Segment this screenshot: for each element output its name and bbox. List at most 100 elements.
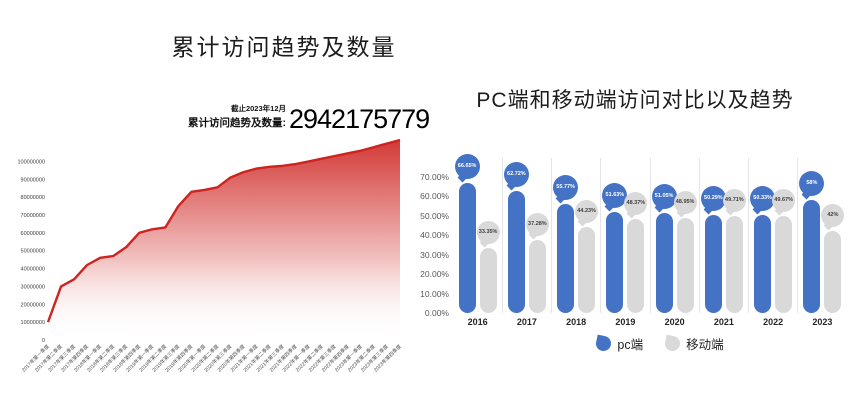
mobile-value-bubble: 48.95% bbox=[673, 190, 697, 214]
mobile-value-bubble-text: 48.37% bbox=[626, 199, 646, 206]
year-label: 2023 bbox=[812, 317, 833, 327]
pc-value-bubble: 58% bbox=[799, 170, 825, 196]
pc-bar bbox=[704, 214, 722, 313]
pc-bar bbox=[803, 199, 821, 313]
left-chart-title: 累计访问趋势及数量 bbox=[171, 34, 397, 60]
year-label: 2020 bbox=[664, 317, 685, 327]
pc-bar bbox=[655, 213, 673, 313]
right-y-tick-label: 20.00% bbox=[420, 269, 449, 279]
pc-value-bubble: 50.33% bbox=[750, 185, 776, 211]
left-y-tick-label: 70000000 bbox=[21, 213, 45, 219]
left-y-tick-label: 60000000 bbox=[21, 231, 45, 237]
left-y-tick-label: 90000000 bbox=[21, 177, 45, 183]
cumulative-area-chart: 1000000009000000080000000700000006000000… bbox=[17, 138, 403, 374]
pc-value-bubble: 62.72% bbox=[503, 161, 529, 187]
year-label: 2018 bbox=[566, 317, 587, 327]
mobile-value-bubble-text: 49.71% bbox=[725, 197, 744, 204]
year-separator bbox=[797, 158, 799, 313]
left-y-tick-label: 50000000 bbox=[21, 249, 45, 255]
pc-value-bubble-text: 55.77% bbox=[556, 184, 575, 191]
pc-value-bubble: 50.29% bbox=[700, 185, 726, 211]
mobile-bar bbox=[627, 218, 645, 313]
year-label: 2022 bbox=[763, 317, 784, 327]
left-y-tick-label: 10000000 bbox=[21, 320, 45, 326]
year-label: 2017 bbox=[516, 317, 537, 327]
year-separator bbox=[649, 158, 651, 313]
pc-bar bbox=[754, 214, 772, 313]
as-of-date: 截止2023年12月 bbox=[230, 104, 286, 113]
pc-value-bubble-text: 58% bbox=[806, 179, 818, 186]
pc-value-bubble: 51.05% bbox=[651, 184, 677, 210]
pc-bar bbox=[557, 204, 575, 313]
year-separator bbox=[698, 158, 700, 313]
pc-value-bubble-text: 50.33% bbox=[753, 194, 772, 201]
mobile-value-bubble: 33.35% bbox=[476, 220, 500, 244]
mobile-dot-icon bbox=[663, 334, 682, 353]
year-separator bbox=[551, 158, 552, 313]
pc-value-bubble: 66.65% bbox=[454, 154, 480, 180]
pc-dot-icon bbox=[594, 334, 613, 353]
mobile-value-bubble: 48.37% bbox=[624, 191, 648, 215]
left-y-tick-label: 80000000 bbox=[21, 195, 45, 201]
mobile-value-bubble-text: 33.35% bbox=[478, 228, 498, 235]
mobile-value-bubble: 37.28% bbox=[525, 213, 549, 237]
mobile-value-bubble-text: 37.28% bbox=[528, 221, 547, 228]
comparison-chart: 66.65% 33.35% 62.72% 37.28% 55.77% 44.23% 51.6… bbox=[453, 150, 847, 313]
pc-bar bbox=[458, 183, 476, 313]
year-separator bbox=[600, 158, 602, 313]
year-label: 2016 bbox=[467, 317, 488, 327]
mobile-bar bbox=[528, 240, 546, 313]
mobile-bar bbox=[775, 216, 793, 313]
pc-value-bubble: 51.63% bbox=[602, 183, 628, 209]
year-label: 2021 bbox=[713, 317, 734, 327]
mobile-bar bbox=[578, 226, 596, 313]
legend-label-mobile: 移动端 bbox=[686, 338, 724, 352]
legend-item-pc: pc端 bbox=[594, 334, 644, 353]
mobile-value-bubble: 49.71% bbox=[722, 189, 746, 213]
mobile-value-bubble-text: 44.23% bbox=[577, 207, 596, 214]
mobile-value-bubble: 49.67% bbox=[772, 189, 796, 213]
mobile-bar bbox=[479, 247, 497, 313]
legend-label-pc: pc端 bbox=[617, 338, 644, 352]
cumulative-annotation: 截止2023年12月 累计访问趋势及数量: 2942175779 bbox=[188, 103, 430, 134]
cumulative-label: 累计访问趋势及数量: bbox=[188, 117, 286, 129]
pc-value-bubble-text: 66.65% bbox=[457, 163, 477, 170]
pc-value-bubble-text: 62.72% bbox=[507, 170, 526, 177]
right-y-tick-label: 70.00% bbox=[420, 171, 449, 182]
mobile-value-bubble: 42% bbox=[821, 204, 845, 228]
mobile-value-bubble-text: 49.67% bbox=[774, 197, 793, 204]
right-y-tick-label: 50.00% bbox=[420, 210, 449, 221]
mobile-bar bbox=[824, 231, 842, 313]
annotation-labels: 截止2023年12月 累计访问趋势及数量: bbox=[188, 103, 286, 133]
right-y-tick-label: 60.00% bbox=[420, 191, 449, 201]
pc-value-bubble-text: 51.63% bbox=[605, 192, 625, 199]
mobile-bar bbox=[676, 217, 694, 313]
chart-legend: pc端 移动端 bbox=[545, 334, 775, 353]
left-y-tick-label: 30000000 bbox=[21, 284, 45, 290]
right-y-tick-label: 0.00% bbox=[424, 308, 449, 318]
pc-value-bubble-text: 50.29% bbox=[704, 194, 723, 201]
year-label: 2019 bbox=[615, 317, 636, 327]
mobile-value-bubble-text: 48.95% bbox=[675, 198, 695, 205]
right-y-tick-label: 30.00% bbox=[420, 249, 449, 260]
left-y-tick-label: 100000000 bbox=[17, 159, 45, 165]
cumulative-value: 2942175779 bbox=[289, 104, 430, 134]
year-separator bbox=[501, 158, 503, 313]
pc-value-bubble-text: 51.05% bbox=[654, 193, 674, 200]
cumulative-line bbox=[46, 138, 401, 323]
year-separator bbox=[748, 158, 749, 313]
left-y-tick-label: 40000000 bbox=[21, 267, 45, 273]
pc-value-bubble: 55.77% bbox=[553, 175, 579, 201]
right-chart-title: PC端和移动端访问对比以及趋势 bbox=[476, 89, 794, 112]
legend-item-mobile: 移动端 bbox=[663, 334, 724, 353]
left-y-tick-label: 0 bbox=[42, 338, 45, 344]
left-y-tick-label: 20000000 bbox=[21, 302, 45, 308]
mobile-value-bubble: 44.23% bbox=[575, 199, 599, 223]
mobile-bar bbox=[725, 216, 743, 313]
right-y-tick-label: 10.00% bbox=[420, 288, 449, 299]
mobile-value-bubble-text: 42% bbox=[827, 212, 839, 219]
pc-bar bbox=[606, 212, 624, 313]
pc-bar bbox=[507, 190, 525, 313]
right-y-tick-label: 40.00% bbox=[420, 230, 449, 240]
